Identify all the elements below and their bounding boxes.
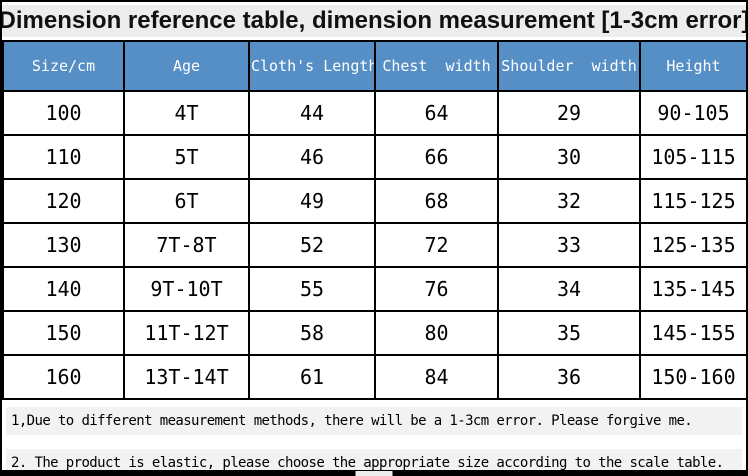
bottom-bar-notch — [355, 471, 393, 476]
table-cell: 64 — [374, 90, 499, 136]
table-cell: 35 — [497, 310, 641, 356]
table-cell: 80 — [374, 310, 499, 356]
table-cell: 55 — [248, 266, 376, 312]
table-cell: 5T — [123, 134, 250, 180]
table-cell: 46 — [248, 134, 376, 180]
table-cell: 30 — [497, 134, 641, 180]
table-cell: 34 — [497, 266, 641, 312]
table-row: 140 9T-10T 55 76 34 135-145 — [2, 266, 746, 312]
table-cell: 150-160 — [639, 354, 746, 400]
table-cell: 4T — [123, 90, 250, 136]
table-cell: 76 — [374, 266, 499, 312]
table-cell: 61 — [248, 354, 376, 400]
table-cell: 7T-8T — [123, 222, 250, 268]
table-cell: 115-125 — [639, 178, 746, 224]
table-row: 110 5T 46 66 30 105-115 — [2, 134, 746, 180]
table-cell: 84 — [374, 354, 499, 400]
table-row: 100 4T 44 64 29 90-105 — [2, 90, 746, 136]
table-cell: 44 — [248, 90, 376, 136]
table-cell: 150 — [2, 310, 125, 356]
table-cell: 135-145 — [639, 266, 746, 312]
table-cell: 49 — [248, 178, 376, 224]
column-header-shoulder-width: Shoulder width — [497, 40, 641, 92]
column-header-age: Age — [123, 40, 250, 92]
table-cell: 125-135 — [639, 222, 746, 268]
table-cell: 58 — [248, 310, 376, 356]
column-header-cloth-length: Cloth's Length — [248, 40, 376, 92]
title-row: Dimension reference table, dimension mea… — [2, 2, 746, 40]
notes-section: 1,Due to different measurement methods, … — [2, 400, 746, 476]
note-row-1: 1,Due to different measurement methods, … — [2, 400, 746, 442]
table-row: 130 7T-8T 52 72 33 125-135 — [2, 222, 746, 268]
table-row: 150 11T-12T 58 80 35 145-155 — [2, 310, 746, 356]
table-cell: 29 — [497, 90, 641, 136]
table-cell: 160 — [2, 354, 125, 400]
table-cell: 120 — [2, 178, 125, 224]
bottom-border-bar — [2, 470, 746, 476]
table-cell: 36 — [497, 354, 641, 400]
table-cell: 90-105 — [639, 90, 746, 136]
size-table: Size/cm Age Cloth's Length Chest width Shoul… — [2, 40, 746, 400]
table-cell: 32 — [497, 178, 641, 224]
table-cell: 68 — [374, 178, 499, 224]
table-cell: 145-155 — [639, 310, 746, 356]
table-cell: 72 — [374, 222, 499, 268]
table-cell: 9T-10T — [123, 266, 250, 312]
table-cell: 130 — [2, 222, 125, 268]
note-1: 1,Due to different measurement methods, … — [6, 407, 742, 435]
table-row: 120 6T 49 68 32 115-125 — [2, 178, 746, 224]
table-cell: 140 — [2, 266, 125, 312]
table-row: 160 13T-14T 61 84 36 150-160 — [2, 354, 746, 400]
table-cell: 52 — [248, 222, 376, 268]
table-cell: 110 — [2, 134, 125, 180]
column-header-height: Height — [639, 40, 746, 92]
table-cell: 100 — [2, 90, 125, 136]
table-cell: 105-115 — [639, 134, 746, 180]
page-title: Dimension reference table, dimension mea… — [2, 4, 746, 38]
table-cell: 13T-14T — [123, 354, 250, 400]
table-cell: 33 — [497, 222, 641, 268]
table-header-row: Size/cm Age Cloth's Length Chest width Shoul… — [2, 40, 746, 92]
column-header-size-cm: Size/cm — [2, 40, 125, 92]
table-cell: 6T — [123, 178, 250, 224]
column-header-chest-width: Chest width — [374, 40, 499, 92]
table-cell: 11T-12T — [123, 310, 250, 356]
table-cell: 66 — [374, 134, 499, 180]
